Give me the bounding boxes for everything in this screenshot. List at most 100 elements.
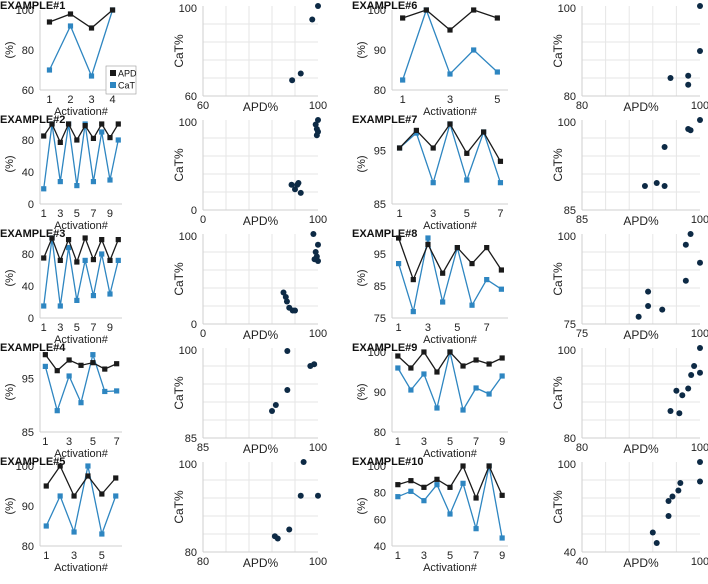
x-axis-label: APD% — [623, 442, 659, 456]
y-axis-label: CaT% — [172, 262, 186, 296]
x-tick-label: 7 — [90, 322, 96, 334]
x-tick-label: 5 — [74, 208, 80, 220]
data-point-apd — [494, 15, 500, 21]
data-point-apd — [41, 255, 47, 261]
data-point-apd — [99, 237, 105, 243]
data-point-apd — [410, 277, 416, 283]
y-tick-label: 100 — [179, 345, 197, 357]
series-line-apd — [43, 236, 119, 264]
y-tick-label: 80 — [22, 249, 34, 261]
line-chart-4: EXAMPLE#3 0 40 80 1 3 5 7 9 (%) Activation# — [0, 228, 122, 346]
data-point-cat — [498, 286, 504, 292]
y-tick-label: 80 — [374, 488, 386, 500]
scatter-point — [677, 480, 684, 486]
data-point-apd — [90, 257, 97, 263]
x-axis-label: APD% — [623, 328, 659, 342]
data-point-cat — [99, 531, 105, 537]
data-point-cat — [41, 186, 47, 192]
series-line-cat — [45, 465, 117, 537]
y-tick-label: 0 — [191, 319, 197, 331]
y-tick-label: 80 — [564, 91, 576, 103]
data-point-cat — [464, 177, 470, 183]
scatter-point — [280, 289, 287, 296]
data-point-cat — [115, 257, 121, 263]
scatter-point — [685, 81, 692, 88]
data-point-cat — [71, 529, 77, 535]
y-axis-label: CaT% — [551, 34, 565, 68]
x-tick-label: 5 — [99, 550, 105, 562]
y-tick-label: 80 — [22, 541, 34, 553]
scatter-point — [667, 408, 674, 414]
y-tick-label: 60 — [22, 85, 34, 97]
data-point-apd — [396, 145, 403, 151]
y-tick-label: 80 — [22, 45, 34, 57]
x-tick-label: 5 — [74, 322, 80, 334]
y-tick-label: 85 — [185, 433, 197, 445]
data-point-cat — [74, 183, 80, 189]
scatter-point — [272, 402, 279, 408]
x-axis-label: APD% — [623, 556, 659, 570]
series-line-cat — [397, 465, 503, 539]
data-point-apd — [473, 495, 479, 501]
data-point-apd — [486, 361, 492, 367]
x-tick-label: 0 — [200, 214, 206, 226]
y-axis-label: (%) — [4, 383, 16, 400]
legend: APD CaT — [105, 65, 137, 95]
y-axis-label: CaT% — [551, 148, 565, 182]
data-point-apd — [54, 368, 60, 374]
scatter-point — [665, 513, 672, 519]
data-point-cat — [99, 129, 105, 135]
data-point-apd — [423, 7, 429, 13]
data-point-apd — [113, 475, 119, 481]
data-point-cat — [471, 47, 477, 53]
scatter-point — [313, 132, 320, 139]
x-tick-label: 1 — [395, 436, 401, 448]
scatter-point — [297, 70, 304, 77]
y-axis-label: CaT% — [172, 376, 186, 410]
data-point-apd — [425, 241, 431, 247]
x-tick-label: 1 — [397, 208, 403, 220]
data-point-cat — [499, 535, 505, 541]
x-tick-label: 80 — [576, 100, 588, 112]
y-tick-label: 100 — [179, 231, 197, 243]
x-axis-label: APD% — [243, 214, 279, 228]
scatter-point — [682, 241, 689, 248]
data-point-apd — [395, 482, 401, 488]
x-axis-label: Activation# — [423, 562, 478, 574]
scatter-point — [679, 392, 686, 399]
x-tick-label: 3 — [66, 436, 72, 448]
y-tick-label: 40 — [374, 541, 386, 553]
scatter-point — [274, 535, 281, 542]
data-point-cat — [408, 488, 414, 494]
y-tick-label: 60 — [185, 91, 197, 103]
x-axis-label: APD% — [243, 556, 279, 570]
data-point-apd — [486, 463, 492, 469]
scatter-point — [676, 410, 683, 417]
line-chart-6: EXAMPLE#4 85 95 1 3 5 7 (%) Activation# — [0, 342, 122, 460]
y-tick-label: 80 — [374, 85, 386, 97]
y-tick-label: 100 — [179, 459, 197, 471]
data-point-cat — [486, 391, 492, 397]
scatter-point — [669, 493, 676, 500]
scatter-point — [697, 369, 703, 376]
line-chart-8: EXAMPLE#5 80 90 100 1 3 5 (%) Activation# — [0, 456, 122, 574]
data-point-cat — [413, 130, 419, 136]
x-tick-label: 3 — [421, 550, 427, 562]
data-point-cat — [82, 257, 88, 263]
data-point-apd — [421, 484, 427, 490]
scatter-chart-3: 100 00 100 APD% CaT% — [172, 117, 327, 228]
scatter-point — [645, 288, 652, 295]
legend-swatch-apd — [110, 70, 116, 76]
series-line-apd — [397, 350, 503, 374]
chart-title: EXAMPLE#4 — [0, 342, 66, 354]
scatter-point — [289, 77, 296, 84]
data-point-apd — [499, 492, 505, 498]
x-tick-label: 2 — [67, 94, 73, 106]
y-tick-label: 85 — [374, 199, 386, 211]
scatter-point — [659, 306, 666, 313]
data-point-apd — [107, 135, 113, 141]
scatter-point — [297, 189, 304, 196]
data-point-apd — [454, 245, 460, 251]
data-point-cat — [43, 523, 49, 529]
